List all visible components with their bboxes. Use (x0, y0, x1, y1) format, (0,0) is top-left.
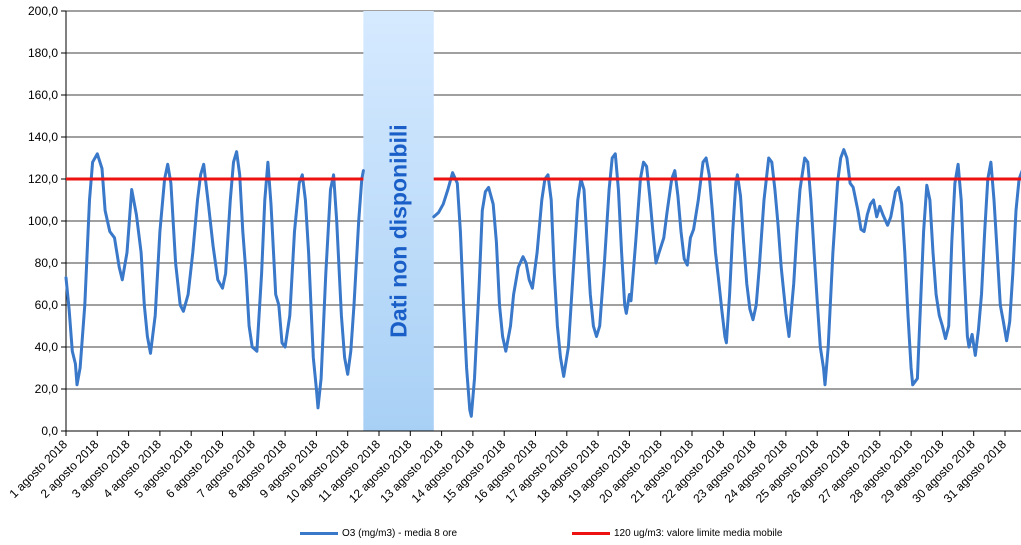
legend-swatch-limit (572, 532, 610, 535)
y-tick-label: 80,0 (35, 256, 59, 270)
y-tick-label: 180,0 (28, 46, 58, 60)
y-tick-label: 140,0 (28, 130, 58, 144)
legend-swatch-o3 (300, 532, 338, 535)
series-layer (64, 148, 1021, 418)
y-tick-label: 120,0 (28, 172, 58, 186)
unavailable-data-label: Dati non disponibili (386, 124, 412, 337)
o3-series-line (64, 150, 365, 410)
y-axis-tick-labels: 0,0 20,0 40,0 60,0 80,0 100,0 120,0 140,0 160,0 1… (28, 4, 58, 438)
y-tick-label: 40,0 (35, 340, 59, 354)
y-tick-label: 100,0 (28, 214, 58, 228)
o3-series-line (432, 148, 1021, 418)
legend-label-o3: O3 (mg/m3) - media 8 ore (342, 528, 458, 539)
y-tick-label: 60,0 (35, 298, 59, 312)
legend-item-o3: O3 (mg/m3) - media 8 ore (300, 528, 457, 539)
y-tick-label: 20,0 (35, 382, 59, 396)
y-tick-label: 200,0 (28, 4, 58, 18)
legend-label-limit: 120 ug/m3: valore limite media mobile (614, 528, 783, 539)
axes (61, 10, 1021, 436)
y-tick-label: 160,0 (28, 88, 58, 102)
y-tick-label: 0,0 (41, 424, 58, 438)
unavailable-data-band (363, 11, 434, 431)
legend: O3 (mg/m3) - media 8 ore 120 ug/m3: valo… (0, 528, 1021, 544)
legend-item-limit: 120 ug/m3: valore limite media mobile (572, 528, 782, 539)
